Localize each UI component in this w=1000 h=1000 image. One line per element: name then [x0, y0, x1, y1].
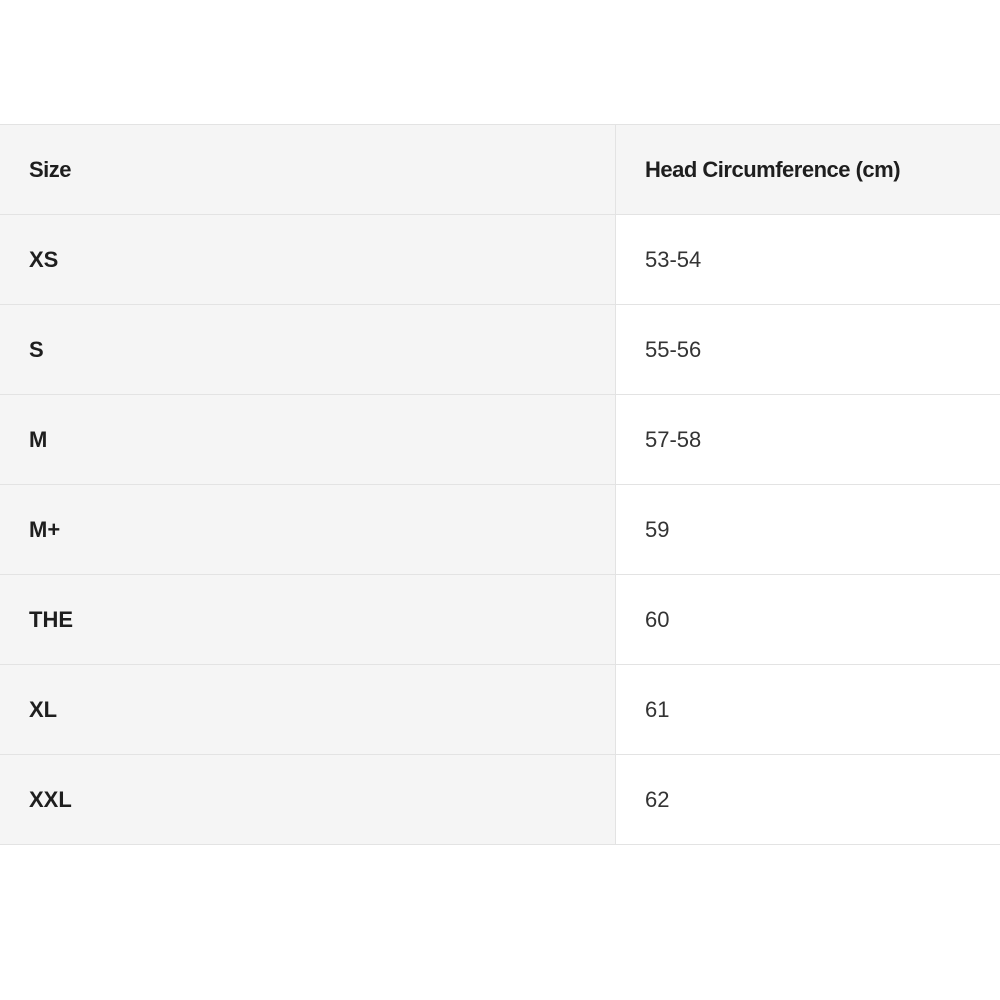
circumference-cell: 61 [615, 664, 1000, 755]
size-cell: THE [0, 574, 616, 665]
table-row: M+ 59 [0, 484, 1000, 575]
table-header-row: Size Head Circumference (cm) [0, 124, 1000, 215]
table-row: M 57-58 [0, 394, 1000, 485]
circumference-cell: 60 [615, 574, 1000, 665]
header-size: Size [0, 124, 616, 215]
circumference-cell: 53-54 [615, 214, 1000, 305]
table-row: XXL 62 [0, 754, 1000, 845]
table-row: S 55-56 [0, 304, 1000, 395]
circumference-cell: 62 [615, 754, 1000, 845]
table-row: XS 53-54 [0, 214, 1000, 305]
circumference-cell: 57-58 [615, 394, 1000, 485]
size-cell: XXL [0, 754, 616, 845]
size-cell: XS [0, 214, 616, 305]
size-cell: M [0, 394, 616, 485]
circumference-cell: 59 [615, 484, 1000, 575]
size-cell: XL [0, 664, 616, 755]
size-chart-table: Size Head Circumference (cm) XS 53-54 S 55-… [0, 124, 1000, 845]
size-cell: S [0, 304, 616, 395]
table-row: XL 61 [0, 664, 1000, 755]
circumference-cell: 55-56 [615, 304, 1000, 395]
table-row: THE 60 [0, 574, 1000, 665]
size-cell: M+ [0, 484, 616, 575]
header-head-circumference: Head Circumference (cm) [615, 124, 1000, 215]
